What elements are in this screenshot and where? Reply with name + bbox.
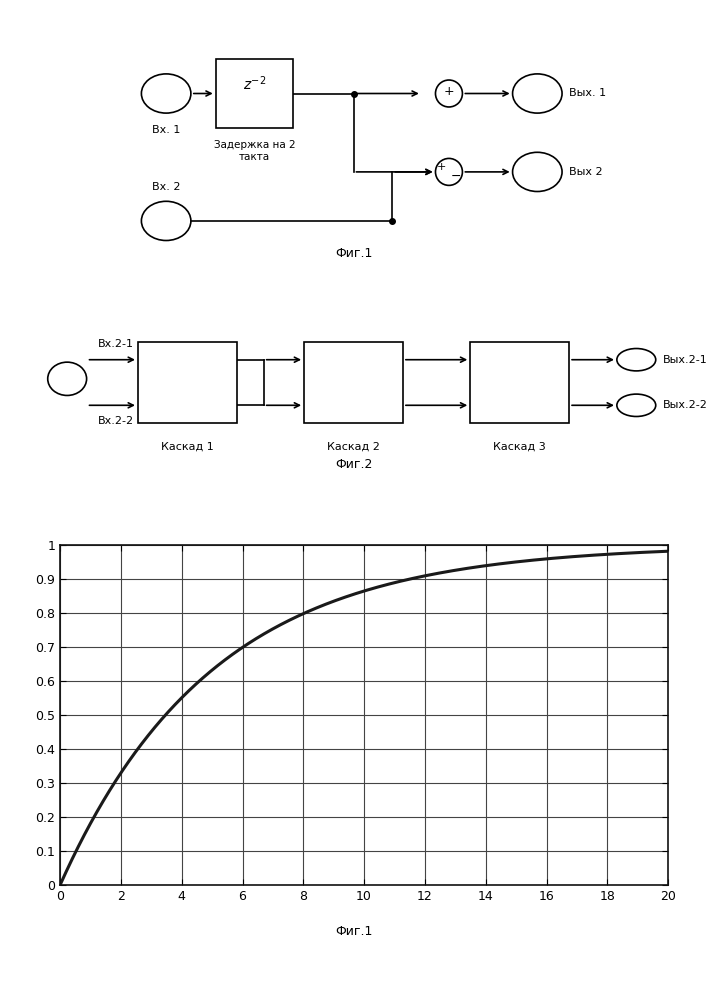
- Text: Вх. 1: Вх. 1: [152, 125, 180, 135]
- Ellipse shape: [141, 74, 191, 113]
- Text: Вх.2-1: Вх.2-1: [98, 339, 134, 349]
- Text: Вых.2-2': Вых.2-2': [663, 400, 707, 410]
- Bar: [470, 342, 569, 423]
- Ellipse shape: [436, 158, 462, 185]
- Text: Вых.2-1': Вых.2-1': [663, 355, 707, 365]
- Text: Вых. 1: Вых. 1: [569, 89, 607, 99]
- Text: Задержка на 2
такта: Задержка на 2 такта: [214, 140, 296, 162]
- Ellipse shape: [141, 201, 191, 240]
- Text: Фиг.1: Фиг.1: [335, 925, 372, 938]
- Text: $z^{-2}$: $z^{-2}$: [243, 74, 267, 93]
- Ellipse shape: [617, 394, 656, 416]
- Ellipse shape: [513, 152, 562, 192]
- Text: Фиг.2: Фиг.2: [335, 458, 372, 471]
- Ellipse shape: [617, 349, 656, 371]
- Text: Вх. 2: Вх. 2: [152, 182, 180, 192]
- Text: Каскад 3: Каскад 3: [493, 442, 546, 452]
- Ellipse shape: [436, 80, 462, 107]
- Text: Каскад 2: Каскад 2: [327, 442, 380, 452]
- Bar: [216, 59, 293, 128]
- Text: +: +: [437, 162, 447, 172]
- Text: −: −: [451, 170, 461, 183]
- Text: Фиг.1: Фиг.1: [335, 247, 372, 260]
- Ellipse shape: [48, 362, 87, 395]
- Text: Вых 2: Вых 2: [569, 167, 603, 177]
- Bar: [138, 342, 237, 423]
- Bar: [304, 342, 403, 423]
- Text: Вх.2-2: Вх.2-2: [98, 416, 134, 426]
- Text: Каскад 1: Каскад 1: [161, 442, 214, 452]
- Text: +: +: [443, 85, 455, 98]
- Ellipse shape: [513, 74, 562, 113]
